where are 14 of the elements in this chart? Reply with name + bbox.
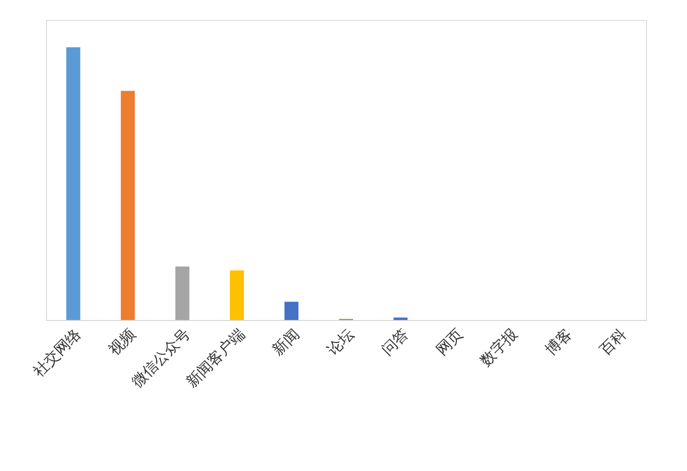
- x-tick-label: 网页: [432, 325, 466, 360]
- x-tick-label: 社交网络: [29, 325, 85, 380]
- x-tick-label: 百科: [596, 325, 630, 360]
- x-tick-label: 博客: [542, 325, 576, 360]
- bar: [284, 302, 298, 320]
- x-tick-label: 视频: [105, 325, 140, 360]
- x-tick-label: 新闻: [268, 325, 303, 360]
- x-tick-label: 数字报: [476, 325, 521, 370]
- bar: [175, 266, 190, 320]
- bar: [120, 90, 135, 320]
- x-tick-label: 论坛: [323, 325, 358, 360]
- x-tick-label: 问答: [378, 325, 412, 360]
- bar: [66, 47, 80, 320]
- bar: [230, 270, 244, 320]
